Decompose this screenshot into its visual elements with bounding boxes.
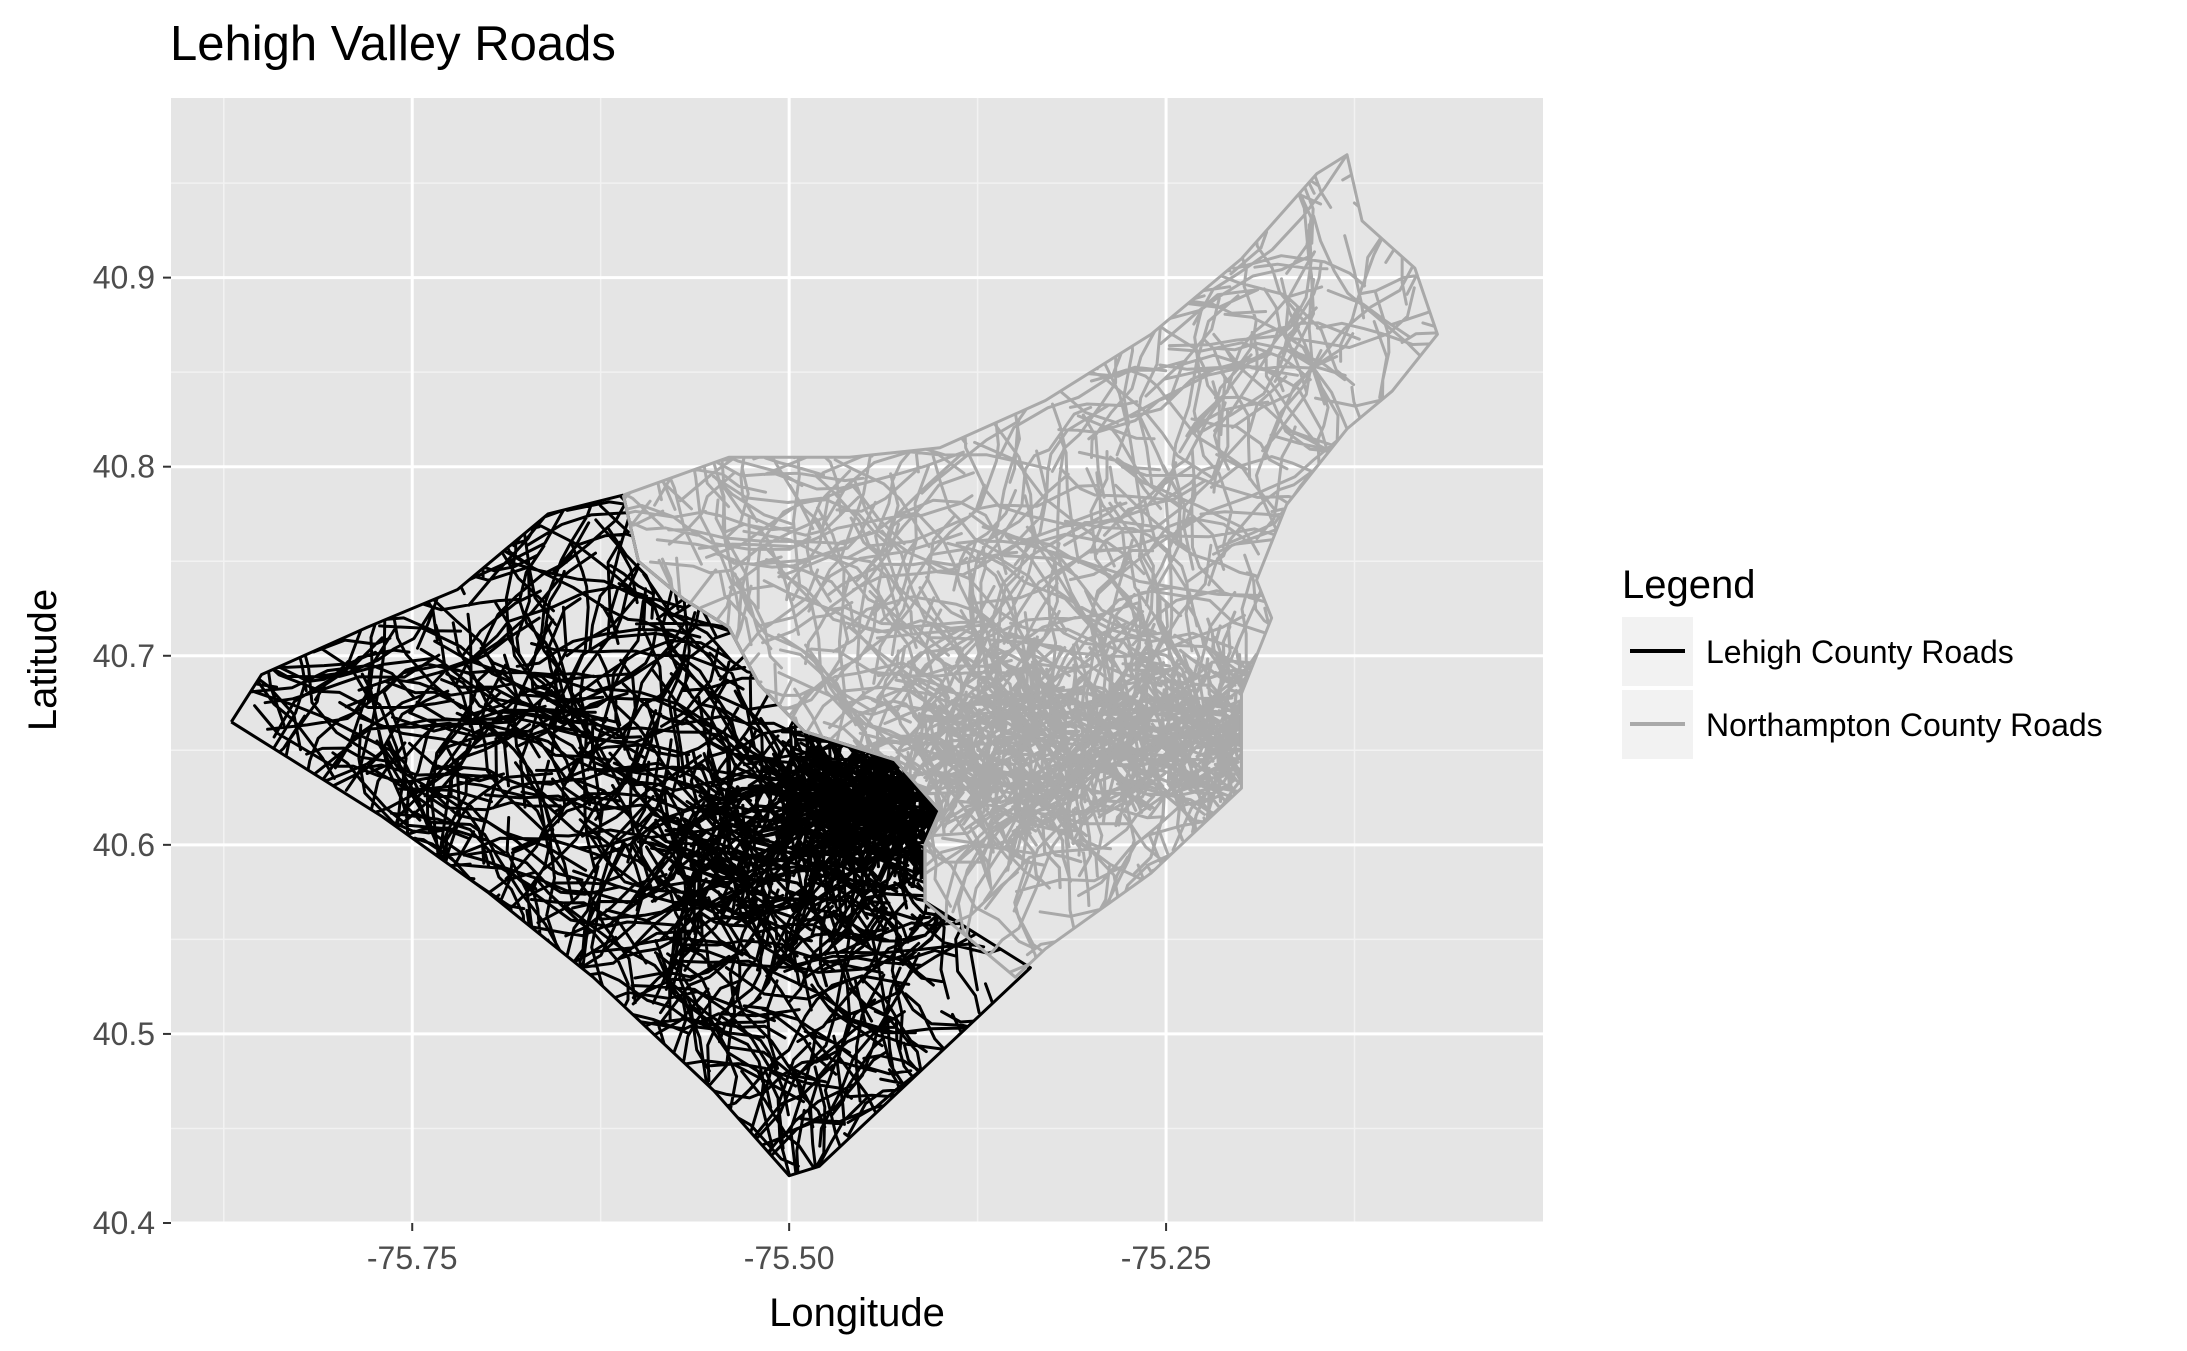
y-tick-label: 40.6 [93,827,155,863]
legend-label-lehigh: Lehigh County Roads [1706,634,2014,670]
y-tick-label: 40.8 [93,449,155,485]
legend-title: Legend [1622,563,1755,607]
y-tick-label: 40.4 [93,1205,155,1241]
y-axis-title: Latitude [21,589,65,731]
axis-ticks [163,276,1168,1231]
x-tick-label: -75.25 [1121,1240,1212,1276]
chart-title: Lehigh Valley Roads [170,17,616,71]
y-tick-label: 40.5 [93,1016,155,1052]
urban-road-cluster [1024,610,1345,876]
y-tick-label: 40.7 [93,638,155,674]
x-tick-label: -75.50 [744,1240,835,1276]
tick-labels: -75.75 -75.50 -75.25 40.4 40.5 40.6 40.7 40.8 40… [93,260,1212,1276]
county-boundary-road [621,153,1439,979]
legend-label-northampton: Northampton County Roads [1706,707,2103,743]
x-axis-title: Longitude [769,1291,945,1335]
legend: Legend Lehigh County Roads Northampton C… [1622,563,2103,759]
y-tick-label: 40.9 [93,260,155,296]
x-tick-label: -75.75 [367,1240,458,1276]
